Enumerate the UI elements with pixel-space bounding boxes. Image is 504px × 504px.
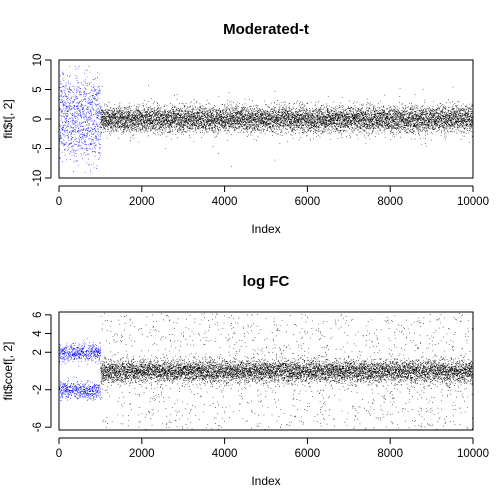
chart-moderated-t: Moderated-t Index fit$t[, 2] 0 2000 4000 60…	[1, 21, 489, 236]
y-tick-label: -5	[32, 143, 44, 153]
x-tick-label: 2000	[129, 448, 155, 460]
y-tick-label: 6	[32, 312, 44, 318]
x-tick-label: 8000	[377, 196, 403, 208]
chart-log-fc: log FC Index fit$coef[, 2] 0 2000 4000 6000…	[1, 273, 489, 488]
scatter-points	[59, 313, 473, 430]
series-0-points	[59, 338, 102, 402]
y-tick-label: 0	[32, 116, 44, 122]
y-tick-label: 2	[32, 349, 44, 355]
y-tick-label: -10	[32, 170, 44, 187]
x-tick-label: 4000	[212, 448, 238, 460]
x-axis-label: Index	[251, 222, 280, 236]
y-tick-label: 5	[32, 86, 44, 92]
plot-frame	[58, 311, 474, 431]
x-tick-label: 8000	[377, 448, 403, 460]
y-tick-label: 4	[32, 330, 44, 337]
x-tick-label: 0	[56, 448, 62, 460]
x-tick-label: 0	[56, 196, 62, 208]
x-tick-label: 4000	[212, 196, 238, 208]
y-tick-label: 10	[32, 54, 44, 67]
y-axis: -6 -2 2 4 6	[32, 312, 52, 432]
x-axis-label: Index	[251, 474, 280, 488]
x-axis: 0 2000 4000 6000 8000 10000	[56, 185, 489, 208]
chart-title: Moderated-t	[223, 21, 309, 38]
series-0-points	[59, 65, 102, 173]
y-axis: -10 -5 0 5 10	[32, 54, 52, 187]
x-tick-label: 6000	[295, 448, 321, 460]
chart-title: log FC	[243, 273, 290, 290]
y-axis-label: fit$t[, 2]	[1, 99, 15, 138]
x-tick-label: 10000	[457, 196, 489, 208]
x-tick-label: 2000	[129, 196, 155, 208]
x-tick-label: 6000	[295, 196, 321, 208]
x-tick-label: 10000	[457, 448, 489, 460]
y-tick-label: -2	[32, 385, 44, 395]
y-tick-label: -6	[32, 422, 44, 432]
series-1-points	[100, 84, 473, 167]
y-axis-label: fit$coef[, 2]	[1, 342, 15, 401]
plot-frame	[58, 59, 474, 179]
scatter-points	[59, 65, 473, 173]
x-axis: 0 2000 4000 6000 8000 10000	[56, 437, 489, 460]
series-1-points	[100, 313, 473, 430]
